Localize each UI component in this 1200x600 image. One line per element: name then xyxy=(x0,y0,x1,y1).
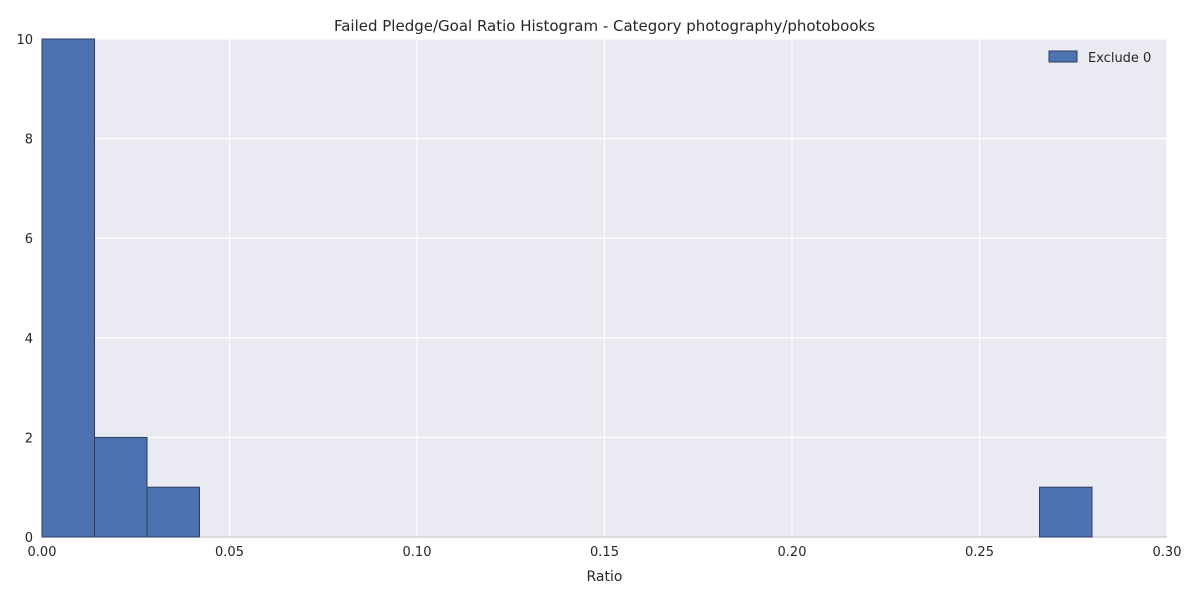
y-tick-label: 4 xyxy=(25,332,33,347)
x-axis-title: Ratio xyxy=(587,569,623,585)
grid-lines xyxy=(41,38,1168,538)
y-tick-label: 2 xyxy=(25,431,33,446)
bars xyxy=(41,38,1093,538)
y-tick-label: 6 xyxy=(25,232,33,247)
x-tick-label: 0.30 xyxy=(1153,545,1182,560)
legend-swatch xyxy=(1048,50,1078,63)
x-tick-label: 0.20 xyxy=(778,545,807,560)
x-tick-label: 0.15 xyxy=(590,545,619,560)
histogram-bar xyxy=(1039,486,1093,538)
histogram-bar xyxy=(146,486,200,538)
legend: Exclude 0 xyxy=(1048,50,1151,66)
x-tick-label: 0.05 xyxy=(215,545,244,560)
y-tick-label: 10 xyxy=(16,33,33,48)
x-tick-label: 0.10 xyxy=(403,545,432,560)
chart-title: Failed Pledge/Goal Ratio Histogram - Cat… xyxy=(334,17,875,35)
y-tick-label: 0 xyxy=(25,531,33,546)
x-tick-label: 0.25 xyxy=(965,545,994,560)
x-tick-labels: 0.00 0.05 0.10 0.15 0.20 0.25 0.30 xyxy=(28,545,1182,560)
y-tick-label: 8 xyxy=(25,133,33,148)
histogram-bar xyxy=(41,38,95,538)
x-tick-label: 0.00 xyxy=(28,545,57,560)
legend-label: Exclude 0 xyxy=(1088,51,1151,66)
y-tick-labels: 0 2 4 6 8 10 xyxy=(16,33,33,546)
histogram-bar xyxy=(94,436,148,538)
